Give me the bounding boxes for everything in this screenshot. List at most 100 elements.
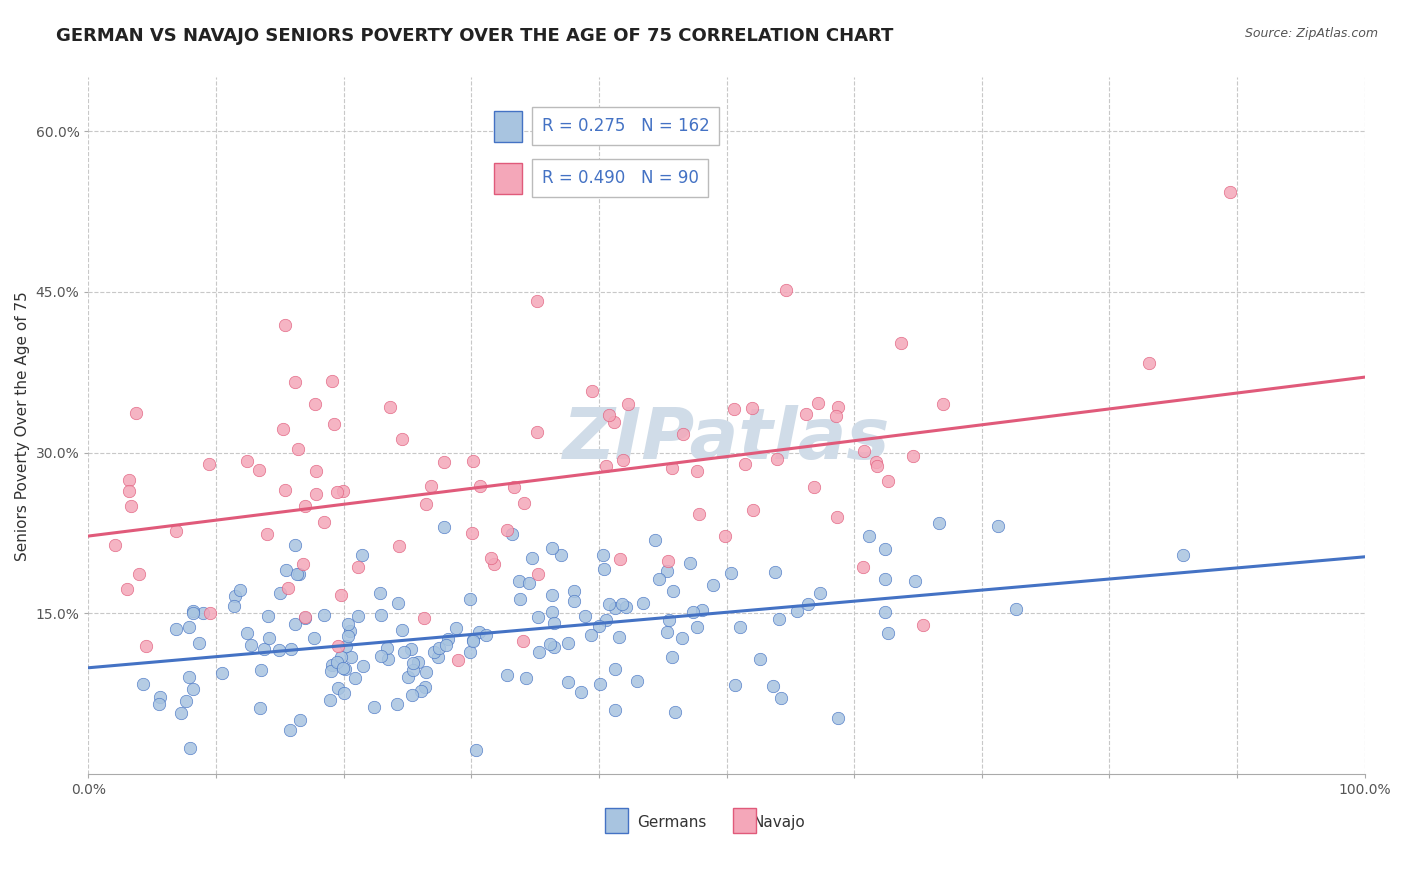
Point xyxy=(911,618,934,632)
Point xyxy=(557,635,579,649)
Point xyxy=(312,607,335,622)
Point xyxy=(605,662,627,676)
Point xyxy=(224,590,246,604)
Point xyxy=(904,574,927,588)
Point xyxy=(797,597,820,611)
Point xyxy=(581,384,603,399)
Point xyxy=(765,565,787,579)
Point xyxy=(1171,548,1194,562)
Point xyxy=(562,583,585,598)
Point xyxy=(468,478,491,492)
Point xyxy=(198,606,221,620)
Point xyxy=(679,556,702,570)
Point xyxy=(461,634,484,648)
Point xyxy=(540,541,562,555)
Point xyxy=(865,455,887,469)
Point xyxy=(672,427,695,442)
Point xyxy=(326,484,349,499)
Point xyxy=(427,640,450,655)
Point xyxy=(661,650,683,665)
Point xyxy=(179,740,201,755)
Point xyxy=(541,588,564,602)
Point xyxy=(387,597,409,611)
Point xyxy=(328,640,350,654)
Point xyxy=(512,633,534,648)
Point xyxy=(713,529,735,543)
Point xyxy=(333,686,356,700)
Point xyxy=(723,402,745,417)
Point xyxy=(496,523,519,537)
Point xyxy=(928,516,950,530)
Point xyxy=(104,538,127,552)
Point xyxy=(631,596,654,610)
Point xyxy=(267,643,290,657)
Point xyxy=(288,713,311,727)
Point xyxy=(165,622,187,636)
Point xyxy=(370,648,392,663)
Point xyxy=(177,670,200,684)
Point xyxy=(987,519,1010,533)
Point xyxy=(335,640,357,654)
Point xyxy=(302,631,325,645)
Point xyxy=(415,497,437,511)
Point xyxy=(191,606,214,620)
Point xyxy=(655,565,678,579)
Point xyxy=(125,406,148,420)
Point xyxy=(543,615,565,630)
Point xyxy=(198,457,221,471)
Point xyxy=(664,706,686,720)
Point xyxy=(277,582,299,596)
Point xyxy=(280,642,302,657)
Point xyxy=(509,592,531,607)
Point xyxy=(827,401,849,415)
Point xyxy=(339,649,361,664)
Point xyxy=(592,549,614,563)
Point xyxy=(824,409,846,423)
Point xyxy=(503,480,526,494)
Point xyxy=(557,675,579,690)
Point xyxy=(609,551,631,566)
Point xyxy=(406,655,429,669)
Point xyxy=(603,703,626,717)
Text: Navajo: Navajo xyxy=(752,815,804,830)
Point xyxy=(321,374,343,388)
Point xyxy=(391,432,413,446)
Text: Germans: Germans xyxy=(637,815,707,830)
Point xyxy=(148,698,170,712)
Point xyxy=(165,524,187,539)
Point xyxy=(347,559,370,574)
Point xyxy=(304,397,326,411)
Point xyxy=(1005,602,1028,616)
Point xyxy=(574,608,596,623)
Point xyxy=(768,612,790,626)
Point xyxy=(593,562,616,576)
Point xyxy=(149,690,172,705)
Point xyxy=(865,459,887,474)
Point xyxy=(117,474,139,488)
Point xyxy=(890,335,912,350)
Point xyxy=(434,638,457,652)
Point xyxy=(229,582,252,597)
Point xyxy=(326,655,349,669)
Point xyxy=(284,375,307,389)
Point xyxy=(288,567,311,582)
Point xyxy=(479,551,502,566)
Point xyxy=(873,541,896,556)
Point xyxy=(765,452,787,467)
Point xyxy=(827,710,849,724)
Point xyxy=(294,609,316,624)
Point xyxy=(256,609,278,624)
Text: ZIPatlas: ZIPatlas xyxy=(562,405,890,475)
Point xyxy=(662,584,685,599)
Point xyxy=(661,460,683,475)
Point xyxy=(932,397,955,411)
Point xyxy=(657,554,679,568)
Point xyxy=(468,624,491,639)
Point xyxy=(873,572,896,586)
Point xyxy=(319,693,342,707)
Point xyxy=(332,661,354,675)
Point xyxy=(423,645,446,659)
Point xyxy=(786,605,808,619)
Point xyxy=(332,483,354,498)
Point xyxy=(409,684,432,698)
